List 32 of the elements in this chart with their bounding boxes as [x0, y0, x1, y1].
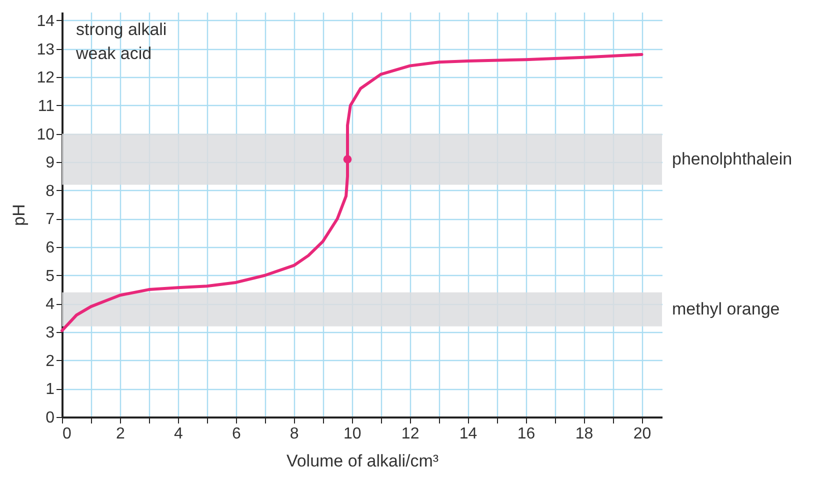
y-tick-label: 4	[46, 296, 55, 314]
x-tick-label: 6	[232, 426, 241, 442]
x-tick-label: 18	[575, 426, 594, 442]
x-tick-label: 4	[174, 426, 183, 442]
y-tick-label: 10	[36, 126, 55, 144]
y-axis-title: pH	[10, 204, 29, 226]
x-tick-label: 0	[62, 426, 72, 442]
x-tick-label: 2	[116, 426, 126, 442]
y-tick-label: 5	[46, 268, 55, 285]
x-tick-label: 14	[459, 426, 478, 442]
band-label: methyl orange	[672, 299, 780, 318]
x-tick-label: 12	[401, 426, 420, 442]
annotation: strong alkali	[76, 20, 167, 39]
annotation: weak acid	[75, 44, 152, 63]
x-tick-label: 20	[633, 426, 652, 442]
band-label: phenolphthalein	[672, 149, 792, 168]
y-tick-label: 1	[46, 381, 55, 398]
y-tick-label: 9	[46, 154, 55, 172]
y-tick-label: 6	[46, 240, 55, 257]
y-tick-label: 7	[46, 211, 55, 228]
x-tick-label: 8	[290, 426, 299, 442]
x-tick-label: 16	[517, 426, 536, 442]
y-tick-label: 12	[36, 70, 55, 87]
y-tick-label: 3	[46, 324, 55, 342]
y-tick-label: 14	[36, 12, 55, 30]
y-tick-label: 2	[46, 352, 55, 370]
x-tick-label: 10	[343, 426, 362, 442]
y-tick-label: 13	[36, 41, 55, 58]
x-axis-title: Volume of alkali/cm³	[286, 452, 439, 470]
y-tick-label: 0	[46, 410, 55, 426]
y-tick-label: 11	[38, 98, 55, 115]
y-tick-label: 8	[46, 182, 55, 200]
